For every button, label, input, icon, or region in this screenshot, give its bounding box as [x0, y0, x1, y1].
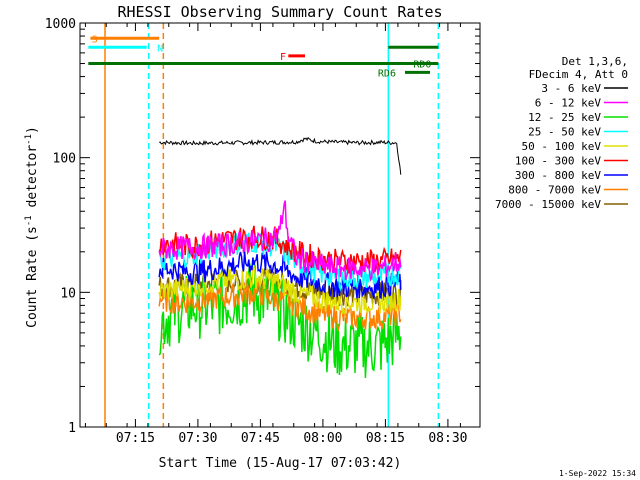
legend-label-0: 3 - 6 keV	[541, 82, 601, 95]
y-axis-label-mid: detector	[25, 145, 40, 216]
y-tick-label-1: 10	[60, 286, 76, 301]
axes-frame	[79, 22, 481, 428]
legend-label-1: 6 - 12 keV	[535, 97, 602, 110]
x-tick-label-3: 08:00	[303, 431, 342, 446]
x-tick-label-1: 07:30	[178, 431, 217, 446]
legend-label-3: 25 - 50 keV	[528, 126, 601, 139]
legend-label-4: 50 - 100 keV	[522, 140, 602, 153]
legend-label-7: 800 - 7000 keV	[508, 184, 601, 197]
legend-header-0: Det 1,3,6,	[562, 55, 628, 68]
x-tick-label-0: 07:15	[116, 431, 155, 446]
legend-label-8: 7000 - 15000 keV	[495, 198, 601, 211]
y-axis-label-sup1: -1	[24, 215, 34, 226]
x-tick-label-4: 08:15	[366, 431, 405, 446]
y-axis-label-main: Count Rate (s	[25, 226, 40, 328]
plot-area: S N F RD0 RD6	[88, 23, 440, 427]
series-line-4	[158, 266, 402, 316]
legend-label-2: 12 - 25 keV	[528, 111, 601, 124]
s-flag-label: S	[92, 34, 98, 45]
legend-label-5: 100 - 300 keV	[515, 155, 601, 168]
series-line-6	[158, 251, 402, 300]
y-tick-label-3: 1000	[45, 17, 76, 32]
f-flag-label: F	[280, 52, 286, 63]
timestamp: 1-Sep-2022 15:34	[559, 469, 636, 478]
x-axis-label: Start Time (15-Aug-17 07:03:42)	[159, 456, 402, 471]
series-line-2	[158, 263, 402, 378]
y-tick-label-2: 100	[53, 152, 76, 167]
y-axis-label-sup2: -1	[24, 134, 34, 145]
rd0-flag-label: RD0	[413, 60, 431, 71]
rd6-flag-label: RD6	[378, 68, 396, 79]
legend: Det 1,3,6,FDecim 4, Att 03 - 6 keV 6 - 12…	[495, 55, 628, 211]
y-tick-label-0: 1	[68, 421, 76, 436]
y-axis-label: Count Rate (s-1 detector-1)	[24, 126, 40, 328]
n-flag-label: N	[157, 43, 163, 54]
series-line-1	[158, 200, 402, 282]
legend-label-6: 300 - 800 keV	[515, 169, 601, 182]
y-axis-label-end: )	[25, 126, 40, 134]
axes: 07:15 07:30 07:45 08:00 08:15 08:30 1 10 100 1000	[45, 17, 481, 446]
x-tick-label-2: 07:45	[241, 431, 280, 446]
series-line-0	[159, 136, 402, 175]
svg-text:Count Rate (s-1 detector-1): Count Rate (s-1 detector-1)	[24, 126, 40, 328]
chart-title: RHESSI Observing Summary Count Rates	[117, 3, 442, 21]
x-tick-label-5: 08:30	[428, 431, 467, 446]
legend-header-1: FDecim 4, Att 0	[529, 68, 628, 81]
